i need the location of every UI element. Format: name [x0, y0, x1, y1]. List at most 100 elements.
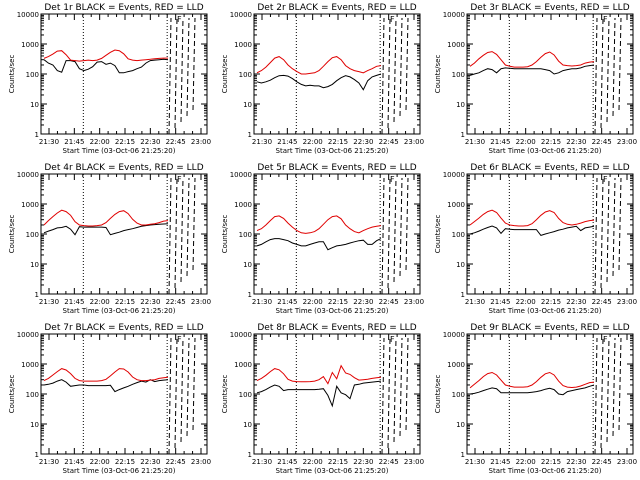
y-tick-label: 1000 — [234, 41, 252, 49]
x-tick-label: 22:15 — [541, 458, 561, 466]
attenuator-marker-dashed — [399, 17, 403, 117]
x-tick-label: 22:00 — [303, 458, 323, 466]
y-tick-label: 100 — [452, 231, 465, 239]
x-tick-label: 22:30 — [353, 298, 373, 306]
y-axis-label: Counts/sec — [221, 55, 229, 94]
y-tick-label: 1 — [35, 451, 39, 459]
panel-det-7: Det 7r BLACK = Events, RED = LLD 1 10 100 10… — [8, 323, 211, 475]
y-axis-label: Counts/sec — [8, 55, 16, 94]
attenuator-marker-dashed — [192, 177, 196, 271]
x-tick-label: 22:45 — [592, 298, 612, 306]
x-tick-label: 21:30 — [252, 298, 272, 306]
attenuator-marker-dashed — [180, 177, 184, 283]
x-tick-label: 21:45 — [277, 298, 297, 306]
x-tick-label: 21:45 — [490, 458, 510, 466]
y-tick-label: 100 — [239, 391, 252, 399]
attenuator-marker-dashed — [168, 337, 172, 455]
y-tick-label: 10 — [243, 101, 252, 109]
attenuator-marker-dashed — [186, 337, 190, 437]
x-tick-label: 22:00 — [516, 298, 536, 306]
attenuator-marker-dashed — [186, 17, 190, 117]
y-tick-label: 1 — [461, 291, 465, 299]
attenuator-marker-dashed — [600, 337, 604, 449]
x-tick-label: 22:15 — [115, 458, 135, 466]
x-tick-label: 21:45 — [490, 298, 510, 306]
attenuator-marker-dashed — [594, 17, 598, 135]
chart-title: Det 9r BLACK = Events, RED = LLD — [470, 323, 629, 333]
attenuator-marker-dashed — [606, 177, 610, 283]
corner-flag-label: F — [177, 15, 182, 24]
chart-title: Det 1r BLACK = Events, RED = LLD — [44, 3, 203, 13]
attenuator-marker-dashed — [381, 177, 385, 295]
x-tick-label: 21:30 — [465, 138, 485, 146]
attenuator-marker-dashed — [168, 177, 172, 295]
x-tick-label: 22:30 — [566, 458, 586, 466]
x-axis-label: Start Time (03-Oct-06 21:25:20) — [276, 307, 389, 315]
y-tick-label: 1000 — [447, 201, 465, 209]
y-tick-label: 10 — [243, 261, 252, 269]
attenuator-marker-dashed — [612, 337, 616, 437]
y-tick-label: 10 — [456, 101, 465, 109]
x-tick-label: 22:15 — [328, 298, 348, 306]
corner-flag-label: F — [390, 335, 395, 344]
y-tick-label: 100 — [26, 391, 39, 399]
corner-flag-label: F — [603, 335, 608, 344]
y-tick-label: 10000 — [17, 331, 39, 339]
y-tick-label: 10 — [243, 421, 252, 429]
y-tick-label: 10000 — [17, 171, 39, 179]
x-tick-label: 21:30 — [39, 458, 59, 466]
x-tick-label: 23:00 — [617, 298, 637, 306]
x-tick-label: 22:30 — [566, 138, 586, 146]
corner-flag-label: F — [177, 175, 182, 184]
x-tick-label: 22:45 — [592, 458, 612, 466]
y-tick-label: 100 — [452, 391, 465, 399]
panel-det-3: Det 3r BLACK = Events, RED = LLD 1 10 100 10… — [434, 3, 637, 155]
x-tick-label: 23:00 — [617, 458, 637, 466]
x-tick-label: 22:15 — [115, 298, 135, 306]
x-tick-label: 21:30 — [252, 458, 272, 466]
corner-flag-label: F — [390, 175, 395, 184]
x-tick-label: 22:00 — [516, 458, 536, 466]
x-tick-label: 22:00 — [90, 458, 110, 466]
y-axis-label: Counts/sec — [8, 215, 16, 254]
y-axis-label: Counts/sec — [221, 375, 229, 414]
series-lld-line — [43, 368, 169, 382]
x-tick-label: 21:45 — [64, 298, 84, 306]
y-tick-label: 1000 — [21, 201, 39, 209]
y-tick-label: 1000 — [21, 361, 39, 369]
y-tick-label: 10 — [30, 261, 39, 269]
attenuator-marker-dashed — [600, 177, 604, 289]
y-tick-label: 1 — [461, 451, 465, 459]
x-tick-label: 22:45 — [166, 458, 186, 466]
series-events-line — [43, 223, 169, 236]
attenuator-marker-dashed — [186, 177, 190, 277]
x-tick-label: 22:30 — [353, 458, 373, 466]
x-tick-label: 22:45 — [166, 138, 186, 146]
panel-det-1: Det 1r BLACK = Events, RED = LLD 1 10 100 10… — [8, 3, 211, 155]
series-events-line — [256, 238, 382, 251]
attenuator-marker-dashed — [405, 177, 409, 271]
y-tick-label: 10000 — [443, 171, 465, 179]
x-tick-label: 21:30 — [39, 298, 59, 306]
y-tick-label: 1 — [35, 131, 39, 139]
x-tick-label: 23:00 — [404, 298, 424, 306]
x-tick-label: 22:00 — [516, 138, 536, 146]
y-tick-label: 10 — [30, 101, 39, 109]
x-tick-label: 22:15 — [541, 138, 561, 146]
x-tick-label: 22:30 — [566, 298, 586, 306]
panel-det-2: Det 2r BLACK = Events, RED = LLD 1 10 100 10… — [221, 3, 424, 155]
x-tick-label: 21:30 — [39, 138, 59, 146]
y-tick-label: 10 — [30, 421, 39, 429]
attenuator-marker-dashed — [381, 17, 385, 135]
x-tick-label: 22:45 — [379, 138, 399, 146]
y-tick-label: 100 — [26, 71, 39, 79]
y-tick-label: 1 — [461, 131, 465, 139]
attenuator-marker-dashed — [618, 337, 622, 431]
x-tick-label: 23:00 — [617, 138, 637, 146]
attenuator-marker-dashed — [612, 17, 616, 117]
x-tick-label: 21:45 — [277, 458, 297, 466]
attenuator-marker-dashed — [174, 17, 178, 129]
attenuator-marker-dashed — [174, 337, 178, 449]
y-axis-label: Counts/sec — [434, 375, 442, 414]
attenuator-marker-dashed — [393, 17, 397, 123]
